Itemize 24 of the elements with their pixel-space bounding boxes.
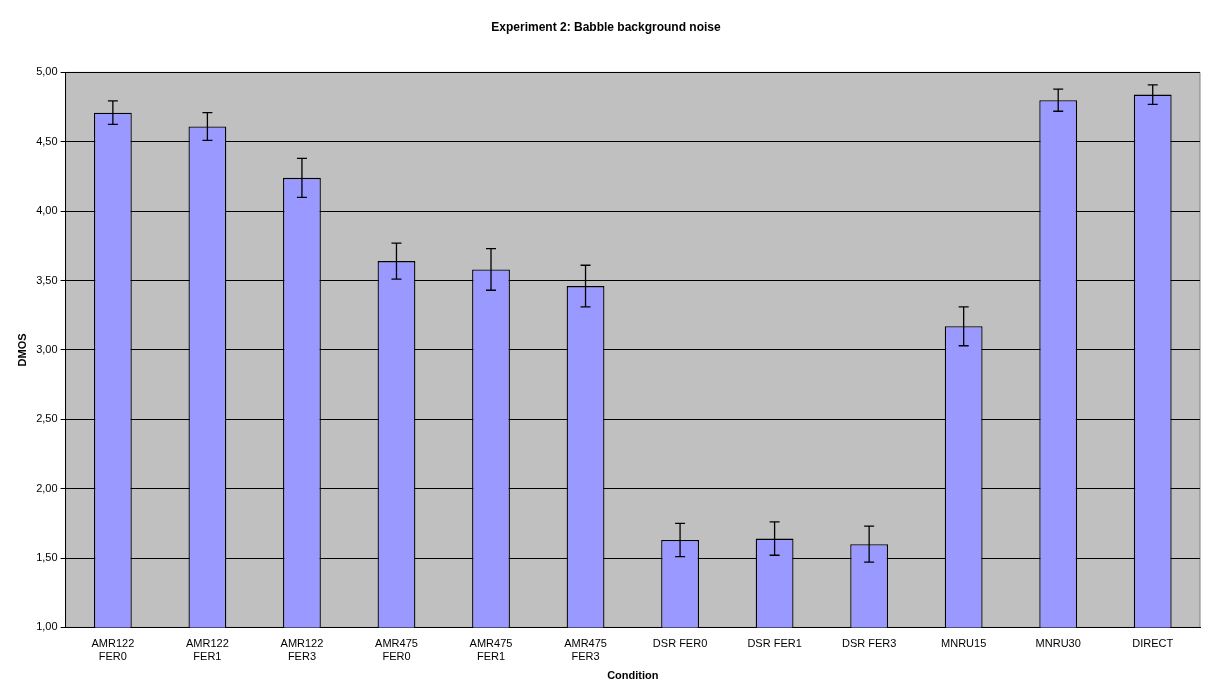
x-tick-label: AMR475 FER1 — [469, 637, 513, 663]
x-tick-label: AMR122 FER3 — [280, 637, 324, 663]
y-tick-label: 1,50 — [36, 551, 58, 564]
x-tick-label: DSR FER0 — [652, 637, 708, 650]
y-tick-label: 5,00 — [36, 65, 58, 78]
y-tick-label: 3,50 — [36, 273, 58, 286]
x-tick-label: MNRU30 — [1035, 637, 1081, 650]
y-axis-title: DMOS — [15, 333, 28, 367]
x-axis-title: Condition — [607, 669, 659, 682]
x-tick-label: AMR122 FER0 — [91, 637, 135, 663]
x-tick-label: DIRECT — [1132, 637, 1174, 650]
y-tick-label: 2,50 — [36, 412, 58, 425]
chart-title: Experiment 2: Babble background noise — [491, 19, 722, 34]
y-tick-label: 1,00 — [36, 620, 58, 633]
x-tick-label: DSR FER3 — [841, 637, 897, 650]
x-tick-label: MNRU15 — [941, 637, 987, 650]
x-tick-label: AMR122 FER1 — [186, 637, 229, 663]
y-tick-label: 3,00 — [36, 342, 58, 355]
y-tick-label: 4,50 — [36, 134, 58, 147]
x-tick-label: DSR FER1 — [747, 637, 802, 650]
x-tick-label: AMR475 FER0 — [375, 637, 418, 663]
y-tick-label: 4,00 — [36, 204, 58, 217]
y-tick-label: 2,00 — [36, 481, 58, 494]
x-tick-label: AMR475 FER3 — [564, 637, 607, 663]
